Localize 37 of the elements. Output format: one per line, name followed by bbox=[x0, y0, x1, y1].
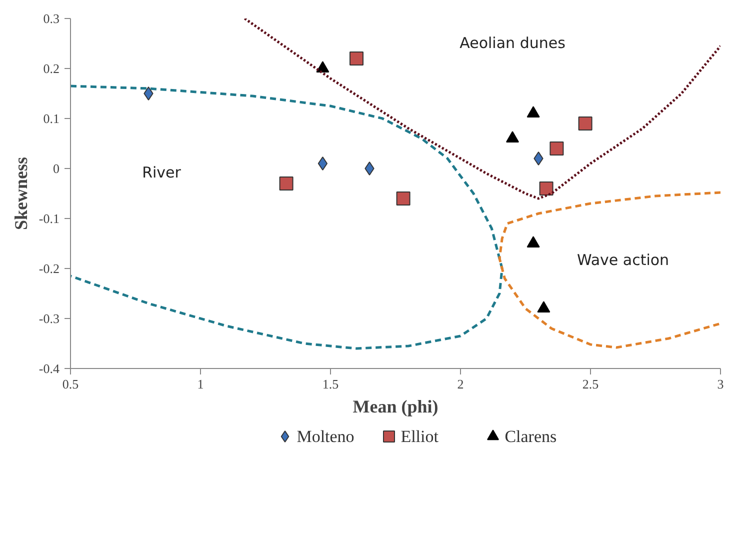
y-tick-label: 0 bbox=[53, 161, 60, 176]
x-tick-label: 1.5 bbox=[322, 376, 339, 392]
point bbox=[144, 86, 154, 100]
x-tick-label: 2.5 bbox=[582, 376, 599, 392]
legend-label: Clarens bbox=[504, 427, 557, 446]
point bbox=[350, 52, 364, 66]
point bbox=[364, 162, 374, 176]
line-series bbox=[243, 18, 720, 200]
point bbox=[526, 236, 540, 248]
point bbox=[550, 142, 564, 156]
line-series bbox=[498, 191, 720, 349]
y-tick-label: 0.3 bbox=[43, 11, 60, 26]
point bbox=[396, 192, 410, 206]
legend-label: Elliot bbox=[400, 427, 439, 446]
point bbox=[539, 182, 554, 196]
y-tick-label: 0.2 bbox=[43, 61, 60, 76]
annotation: Wave action bbox=[576, 251, 670, 269]
legend-label: Molteno bbox=[296, 427, 354, 446]
y-tick-label: -0.2 bbox=[38, 261, 60, 276]
x-axis-title: Mean (phi) bbox=[352, 396, 438, 416]
y-tick-label: 0.1 bbox=[43, 111, 60, 126]
x-tick-label: 1 bbox=[197, 376, 204, 392]
y-tick-label: -0.1 bbox=[38, 211, 60, 226]
x-tick-label: 2 bbox=[457, 376, 464, 392]
point bbox=[537, 301, 550, 312]
point bbox=[279, 176, 294, 190]
y-tick-label: -0.3 bbox=[38, 311, 60, 326]
x-tick-label: 3 bbox=[717, 376, 724, 392]
point bbox=[318, 156, 328, 170]
y-axis-title: Skewness bbox=[10, 156, 31, 230]
point bbox=[578, 116, 592, 130]
annotation: River bbox=[142, 164, 182, 182]
line-series bbox=[70, 84, 504, 350]
y-tick-label: -0.4 bbox=[38, 361, 60, 376]
point bbox=[534, 152, 544, 166]
annotation: Aeolian dunes bbox=[460, 34, 566, 52]
x-tick-label: 0.5 bbox=[62, 376, 79, 392]
